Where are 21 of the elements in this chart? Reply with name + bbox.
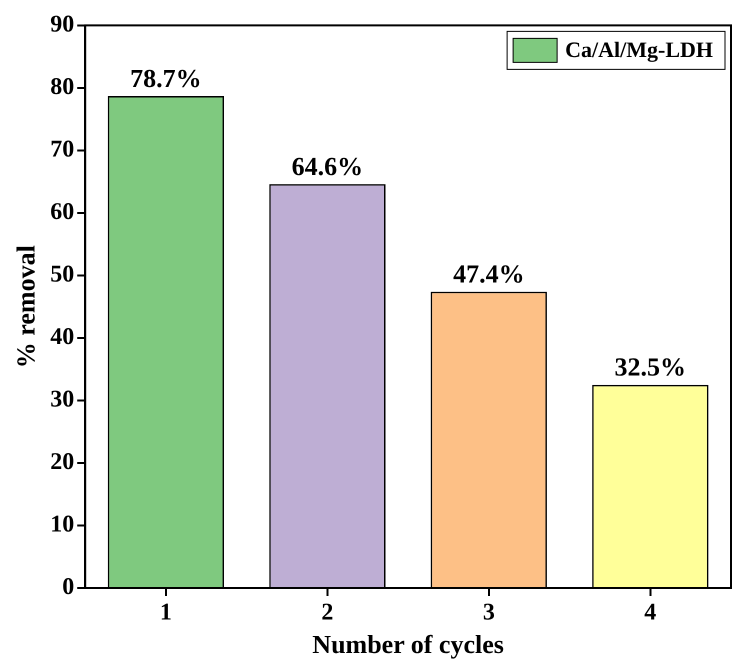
y-tick-label: 40	[50, 324, 74, 350]
y-tick-label: 0	[62, 574, 74, 600]
data-label: 64.6%	[292, 152, 364, 181]
x-tick-label: 4	[644, 600, 656, 626]
x-tick-label: 1	[160, 600, 172, 626]
y-tick-label: 70	[50, 136, 74, 163]
x-tick-label: 2	[321, 600, 334, 626]
x-axis-title: Number of cycles	[312, 630, 504, 660]
y-axis-title: % removal	[11, 245, 40, 368]
data-label: 78.7%	[130, 64, 202, 93]
x-tick-label: 3	[482, 600, 495, 626]
y-tick-label: 10	[50, 512, 74, 538]
y-tick-label: 60	[50, 199, 74, 226]
data-label: 47.4%	[453, 259, 525, 288]
legend-label: Ca/Al/Mg-LDH	[565, 37, 714, 62]
y-tick-label: 50	[50, 262, 74, 288]
data-label: 32.5%	[614, 352, 686, 382]
y-tick-label: 20	[50, 449, 74, 476]
y-tick-label: 90	[50, 12, 74, 38]
y-tick-label: 80	[50, 74, 74, 100]
y-tick-label: 30	[50, 386, 74, 413]
